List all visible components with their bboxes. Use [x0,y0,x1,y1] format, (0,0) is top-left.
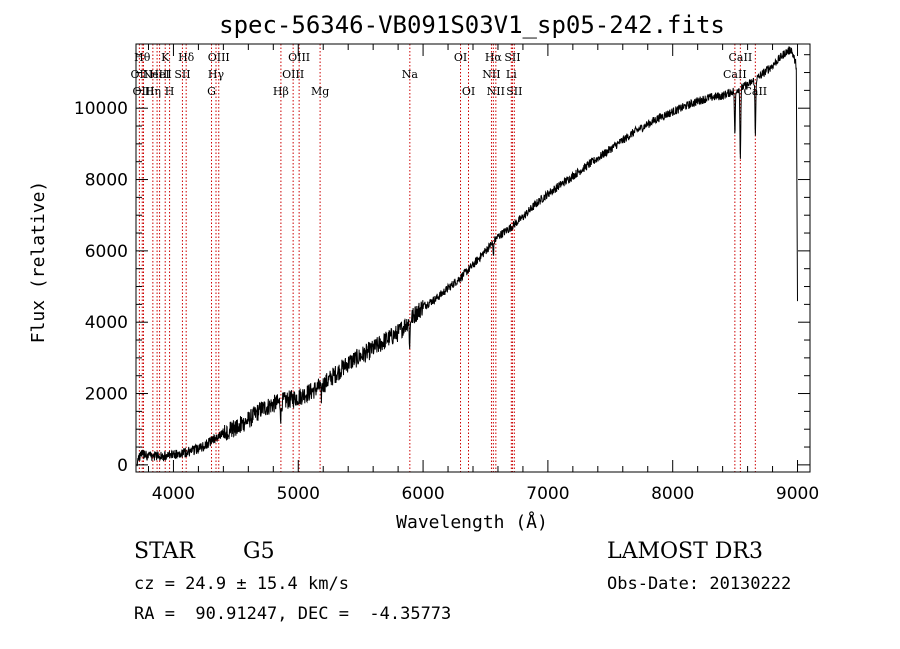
x-tick-label: 6000 [401,484,444,504]
spectral-line-label: OIII [288,51,310,64]
spectral-line-label: OI [462,85,475,98]
spectral-line-label: OIII [132,85,154,98]
y-axis-label: Flux (relative) [28,181,49,344]
spectral-line-label: SII [506,85,522,98]
x-axis-ticks: 4000 5000 6000 7000 8000 9000 [147,44,819,504]
spectral-line-label: Li [506,68,517,81]
x-tick-label: 4000 [152,484,195,504]
spectral-line-markers [138,44,756,472]
spectral-line-label: Hθ [134,51,151,64]
y-tick-label: 6000 [85,242,128,262]
x-axis-label: Wavelength (Å) [396,511,548,533]
spectral-line-label: SII [174,68,190,81]
spectrum-line [136,46,798,467]
spectral-line-label: Na [402,68,419,81]
object-class: STAR [134,539,195,564]
obs-date: Obs-Date: 20130222 [607,574,792,594]
survey-name: LAMOST DR3 [607,539,763,564]
spectral-line-label: CaII [729,51,753,64]
y-axis-ticks: 0 2000 4000 6000 8000 10000 [74,54,810,476]
spectral-line-label: NII [482,68,500,81]
spectral-line-label: OII [131,68,149,81]
coordinates: RA = 90.91247, DEC = -4.35773 [134,604,452,624]
spectral-line-label: H [165,85,175,98]
spectral-line-label: CaII [743,85,767,98]
spectral-line-label: HeI [149,68,169,81]
spectral-line-label: Hδ [178,51,195,64]
x-tick-label: 8000 [651,484,694,504]
spectral-line-label: SII [504,51,520,64]
spectral-line-label: Hγ [208,68,225,81]
y-tick-label: 10000 [74,99,128,119]
spectral-line-label: OIII [208,51,230,64]
spectral-line-label: Mg [311,85,329,98]
y-tick-label: 2000 [85,385,128,405]
spectral-line-labels: OIIHθOIIIHηNeIIIHeIKHSIIHδGHγOIIIHβOIIIO… [131,51,768,98]
x-tick-label: 5000 [277,484,320,504]
chart-title: spec-56346-VB091S03V1_sp05-242.fits [219,11,725,39]
spectral-line-label: NeIII [143,68,172,81]
y-tick-label: 0 [117,456,128,476]
redshift-value: cz = 24.9 ± 15.4 km/s [134,574,349,594]
x-tick-label: 9000 [776,484,819,504]
spectral-line-label: Hη [145,85,161,98]
spectral-line-label: OI [454,51,467,64]
object-subclass: G5 [243,539,275,564]
spectral-line-label: K [161,51,170,64]
spectral-line-label: CaII [723,68,747,81]
spectral-line-label: Hβ [273,85,289,98]
y-tick-label: 8000 [85,171,128,191]
plot-frame [135,43,811,473]
x-tick-label: 7000 [526,484,569,504]
spectral-line-label: NII [487,85,505,98]
spectral-line-label: G [207,85,216,98]
spectral-line-label: OIII [282,68,304,81]
y-tick-label: 4000 [85,313,128,333]
spectral-line-label: Hα [485,51,503,64]
